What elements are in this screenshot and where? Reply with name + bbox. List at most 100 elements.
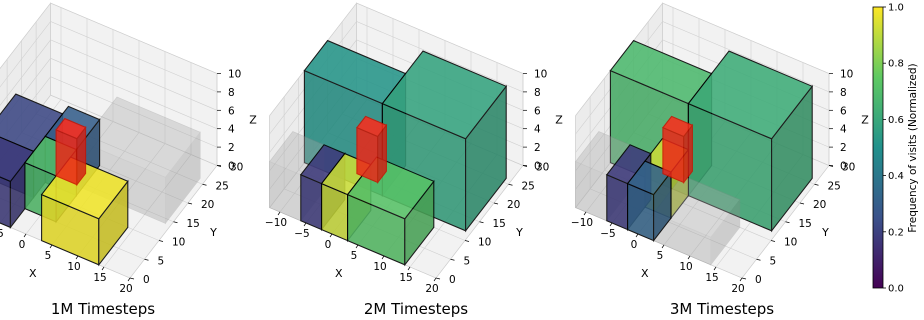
x-tick-mark — [739, 277, 743, 282]
x-tick-mark — [381, 255, 385, 260]
colorbar-gradient — [872, 6, 884, 289]
x-tick-label: 10 — [67, 261, 80, 273]
x-tick-label: 5 — [45, 250, 52, 262]
x-tick-label: 10 — [373, 261, 386, 273]
x-tick-mark — [713, 266, 717, 271]
y-tick-mark — [479, 221, 484, 224]
x-tick-mark — [609, 222, 613, 227]
y-tick-mark — [493, 202, 499, 205]
y-tick-label: 20 — [201, 199, 214, 211]
colorbar-tick-label: 0.2 — [888, 227, 904, 238]
y-tick-label: 25 — [828, 180, 841, 192]
z-axis-label: Z — [555, 114, 563, 127]
y-tick-mark — [187, 202, 193, 205]
y-tick-mark — [464, 240, 470, 242]
block-side-face — [710, 198, 741, 266]
y-tick-mark — [158, 240, 164, 242]
x-tick-label: 15 — [705, 272, 718, 284]
z-tick-label: 4 — [840, 124, 847, 136]
z-tick-label: 10 — [534, 69, 547, 81]
target-marker — [55, 117, 87, 187]
y-tick-mark — [435, 277, 441, 280]
x-tick-mark — [433, 277, 437, 282]
x-tick-label: 15 — [399, 272, 412, 284]
gridline-z — [0, 94, 218, 166]
x-tick-mark — [303, 222, 307, 227]
x-tick-mark — [407, 266, 411, 271]
y-tick-label: 15 — [799, 218, 812, 230]
x-tick-mark — [687, 255, 691, 260]
gridline-z — [0, 21, 218, 93]
colorbar-tick-label: 0.8 — [888, 59, 904, 70]
z-tick-label: 8 — [534, 87, 541, 99]
y-tick-mark — [129, 277, 135, 280]
y-axis-label: Y — [209, 226, 217, 239]
x-tick-label: −10 — [571, 217, 593, 229]
x-tick-label: 20 — [119, 283, 132, 295]
x-tick-label: 20 — [731, 283, 744, 295]
y-axis-label: Y — [515, 226, 523, 239]
y-tick-label: 5 — [770, 255, 777, 267]
x-tick-mark — [329, 233, 333, 238]
z-tick-label: 0 — [840, 161, 847, 173]
x-tick-label: −10 — [265, 217, 287, 229]
front-right-block — [653, 175, 741, 266]
y-tick-label: 20 — [813, 199, 826, 211]
x-tick-mark — [661, 244, 665, 249]
block-front-face — [55, 129, 78, 186]
z-tick-label: 0 — [534, 161, 541, 173]
target-marker — [662, 115, 694, 185]
z-tick-label: 8 — [840, 87, 847, 99]
y-tick-mark — [450, 258, 455, 261]
z-tick-label: 2 — [534, 142, 541, 154]
colorbar-tick-label: 0.4 — [888, 171, 904, 182]
z-axis-label: Z — [861, 114, 869, 127]
x-axis-label: X — [335, 267, 343, 280]
x-tick-label: 10 — [679, 261, 692, 273]
colorbar-tick-label: 0.6 — [888, 115, 904, 126]
y-tick-label: 10 — [784, 237, 797, 249]
x-tick-label: 15 — [93, 272, 106, 284]
y-tick-label: 5 — [464, 255, 471, 267]
gridline-z — [575, 2, 830, 116]
gridline-z — [269, 2, 524, 116]
gridline-z — [0, 39, 218, 111]
y-tick-mark — [799, 202, 805, 205]
z-tick-label: 10 — [228, 69, 241, 81]
block-top-face — [605, 144, 652, 185]
block-top-face — [81, 96, 201, 178]
block-top-face — [381, 50, 508, 140]
z-tick-label: 4 — [228, 124, 235, 136]
z-axis-label: Z — [249, 114, 257, 127]
y-tick-mark — [508, 183, 513, 186]
block-front-face — [356, 126, 379, 184]
y-tick-label: 0 — [755, 274, 762, 286]
z-tick-label: 2 — [228, 142, 235, 154]
chart-title-1m: 1M Timesteps — [51, 300, 155, 318]
chart-title-3m: 3M Timesteps — [670, 300, 774, 318]
y-tick-label: 10 — [478, 237, 491, 249]
block-side-face — [165, 131, 201, 225]
x-axis-label: X — [641, 267, 649, 280]
x-tick-mark — [277, 211, 281, 216]
x-tick-mark — [75, 255, 79, 260]
y-tick-mark — [770, 240, 776, 242]
y-tick-label: 15 — [187, 218, 200, 230]
y-tick-label: 15 — [493, 218, 506, 230]
gridline-z — [0, 2, 218, 74]
colorbar: 0.0 0.2 0.4 0.6 0.8 1.0 Frequency of visits (… — [872, 3, 919, 295]
colorbar-tick-label: 1.0 — [888, 3, 904, 14]
block-top-face — [55, 117, 87, 140]
x-tick-label: −5 — [0, 228, 4, 240]
y-tick-mark — [785, 221, 790, 224]
x-tick-label: 5 — [351, 250, 358, 262]
y-tick-mark — [144, 258, 149, 261]
x-tick-label: 0 — [19, 239, 26, 251]
z-tick-label: 8 — [228, 87, 235, 99]
z-tick-label: 4 — [534, 124, 541, 136]
